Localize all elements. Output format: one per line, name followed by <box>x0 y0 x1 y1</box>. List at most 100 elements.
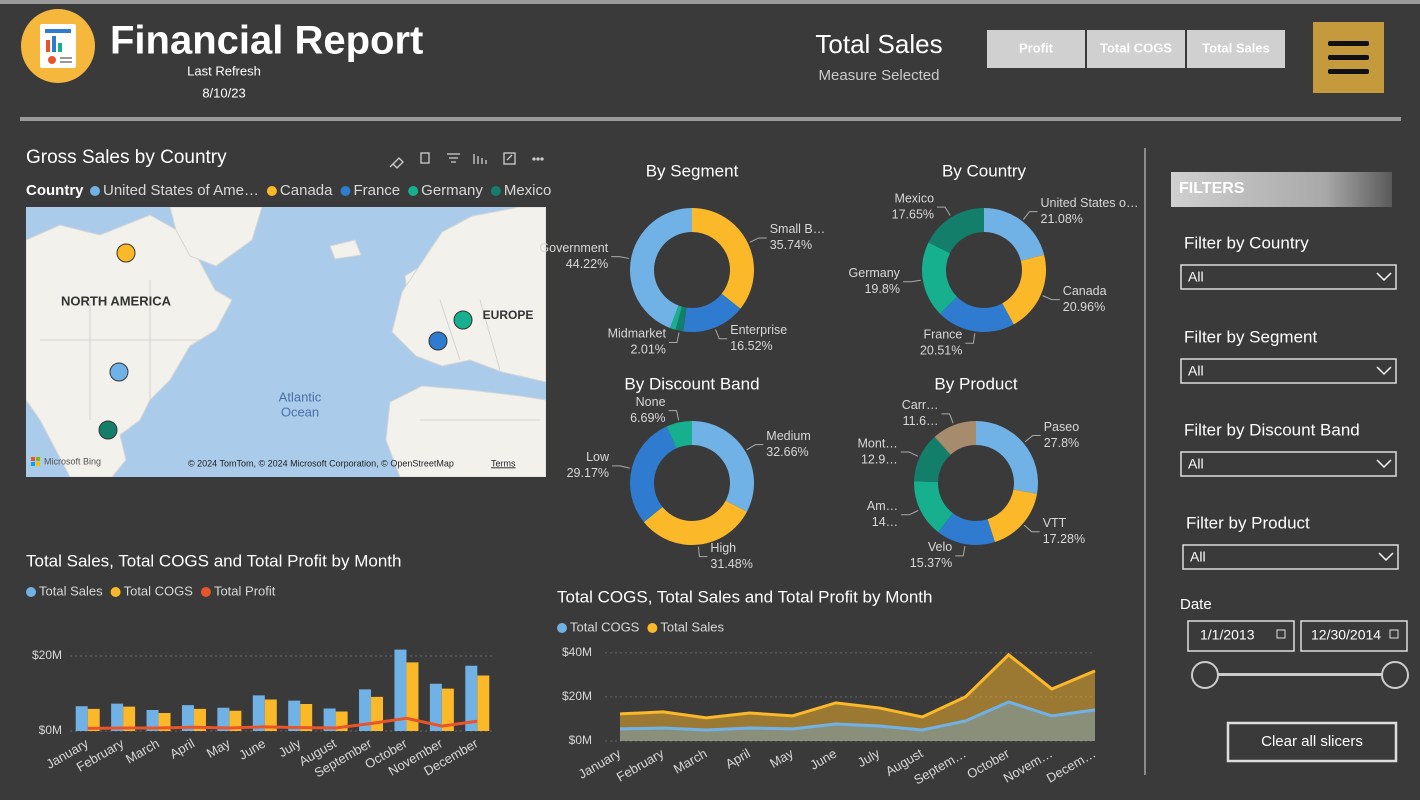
y-tick-label: $40M <box>562 645 592 659</box>
leader-line <box>668 332 680 343</box>
measure-button-label: Total COGS <box>1100 40 1172 55</box>
donut-slice <box>984 208 1045 261</box>
measure-button-label: Total Sales <box>1202 40 1270 55</box>
date-slider-handle[interactable] <box>1381 661 1409 689</box>
donut-slice <box>692 208 754 309</box>
slice-label: Enterprise <box>730 323 787 337</box>
measure-button[interactable] <box>987 30 1085 68</box>
filters-header <box>1171 172 1392 207</box>
measure-buttons: Profit Total COGS Total Sales <box>987 30 1285 68</box>
measure-caption: Measure Selected <box>819 67 940 84</box>
area-line <box>619 652 1096 720</box>
leader-line <box>749 237 767 243</box>
map-provider: Microsoft Bing <box>44 456 101 466</box>
slice-label: Am… <box>867 499 898 513</box>
leader-line <box>941 413 954 424</box>
bar <box>394 649 407 731</box>
legend-swatch <box>557 623 567 633</box>
map-terms[interactable]: Terms <box>491 458 516 468</box>
slice-label: Small B… <box>770 222 826 236</box>
slicer-dropdown[interactable] <box>1182 544 1399 570</box>
bar <box>300 704 313 731</box>
bar <box>371 696 384 731</box>
slice-value-label: 19.8% <box>864 282 899 296</box>
legend-label: Total Sales <box>660 619 724 634</box>
measure-selected: Total Sales <box>815 29 942 59</box>
chart-title: By Segment <box>646 161 739 180</box>
bar <box>477 675 490 731</box>
map-label: NORTH AMERICA <box>61 293 172 308</box>
date-from: 1/1/2013 <box>1200 627 1255 643</box>
map-bubble[interactable] <box>116 243 136 263</box>
top-border <box>0 0 1420 4</box>
chart-title: By Discount Band <box>624 374 759 393</box>
visual-header-icons[interactable] <box>389 152 544 169</box>
slicer-label: Filter by Discount Band <box>1184 420 1360 439</box>
map-title: Gross Sales by Country <box>26 147 227 168</box>
y-tick-label: $0M <box>39 723 62 737</box>
bar <box>123 706 136 731</box>
leader-line <box>668 410 680 421</box>
slice-label: VTT <box>1043 516 1067 530</box>
slice-value-label: 17.65% <box>892 207 934 221</box>
map-bubble[interactable] <box>98 420 118 440</box>
date-slider-track <box>1205 673 1395 676</box>
donut-slice <box>692 421 754 512</box>
slice-value-label: 44.22% <box>566 257 608 271</box>
bar <box>217 707 230 731</box>
dropdown-chevron <box>1376 459 1392 469</box>
slicer-value: All <box>1190 549 1206 565</box>
date-to-box[interactable] <box>1300 620 1408 652</box>
dropdown-chevron <box>1376 272 1392 282</box>
menu-button[interactable] <box>1313 22 1384 93</box>
map-bubble[interactable] <box>453 310 473 330</box>
chart-title: Total Sales, Total COGS and Total Profit… <box>26 551 401 570</box>
slice-value-label: 32.66% <box>766 445 808 459</box>
clear-slicers-button[interactable] <box>1226 721 1398 763</box>
y-tick-label: $0M <box>569 733 592 747</box>
legend-label: Total Sales <box>39 583 103 598</box>
charts: Total Sales, Total COGS and Total Profit… <box>26 161 1138 787</box>
bar <box>87 708 100 731</box>
legend-swatch <box>490 186 501 196</box>
slicer-dropdown[interactable] <box>1180 264 1397 290</box>
bar <box>193 708 206 731</box>
slice-label: None <box>636 395 666 409</box>
donut-slice <box>934 421 976 455</box>
legend-swatch <box>200 587 211 597</box>
date-slider-handle[interactable] <box>1191 661 1219 689</box>
legend-label: Total COGS <box>570 619 640 634</box>
legend-swatch <box>110 587 121 597</box>
slicer-label: Filter by Segment <box>1184 327 1317 346</box>
bar <box>264 699 277 731</box>
slicer-dropdown[interactable] <box>1180 358 1397 384</box>
measure-button[interactable] <box>1187 30 1285 68</box>
map-bubble[interactable] <box>109 362 129 382</box>
donut-slice <box>666 421 692 449</box>
map-bubble[interactable] <box>428 331 448 351</box>
measure-button-label: Profit <box>1019 40 1054 55</box>
map <box>26 207 546 477</box>
bar <box>146 710 159 731</box>
donut-slice <box>914 436 951 482</box>
donut-slice <box>976 420 1038 494</box>
slice-label: Germany <box>849 266 901 280</box>
legend-label: Germany <box>421 182 483 199</box>
y-tick-label: $20M <box>32 648 62 662</box>
legend-label: France <box>353 182 400 199</box>
leader-line <box>611 256 630 259</box>
measure-button[interactable] <box>1087 30 1185 68</box>
map-attribution: © 2024 TomTom, © 2024 Microsoft Corporat… <box>188 458 454 468</box>
donut-slice <box>643 500 747 545</box>
map-label: Atlantic <box>279 389 322 404</box>
leader-line <box>715 329 728 340</box>
slice-label: Velo <box>928 540 952 554</box>
slicer-dropdown[interactable] <box>1180 451 1397 477</box>
date-from-box[interactable] <box>1187 620 1295 652</box>
legend-swatch <box>647 623 658 633</box>
slice-label: High <box>710 541 736 555</box>
map-label: EUROPE <box>483 308 534 322</box>
filter-divider <box>1144 148 1146 775</box>
chart-title: By Country <box>942 161 1027 180</box>
